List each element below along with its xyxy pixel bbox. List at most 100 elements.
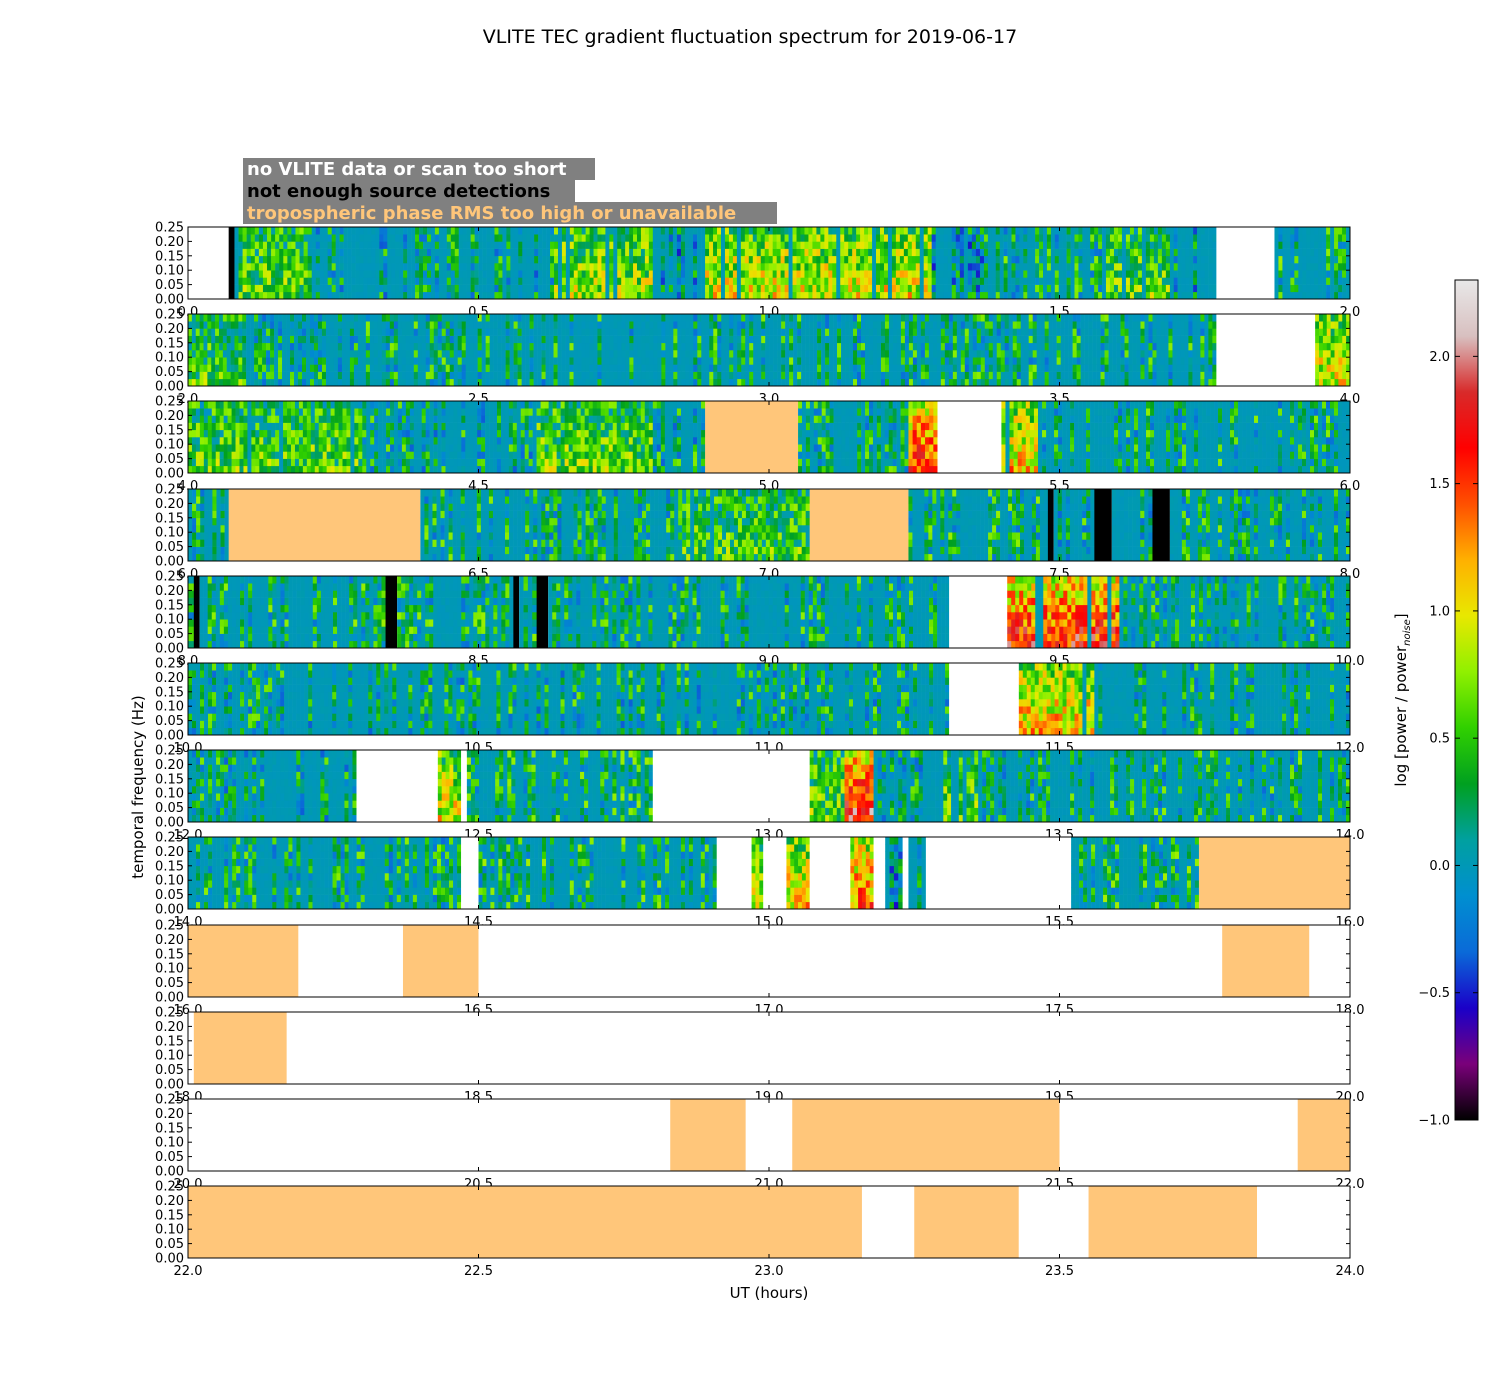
spectrum-cell bbox=[951, 263, 957, 271]
spectrum-cell bbox=[1040, 335, 1045, 344]
spectrum-cell bbox=[805, 314, 810, 322]
spectrum-cell bbox=[648, 248, 654, 257]
spectrum-cell bbox=[1173, 277, 1178, 285]
spectrum-cell bbox=[1044, 371, 1049, 380]
spectrum-cell bbox=[549, 378, 554, 387]
spectrum-cell bbox=[633, 378, 638, 387]
spectrum-cell bbox=[1015, 291, 1020, 300]
spectrum-cell bbox=[900, 364, 906, 372]
spectrum-cell bbox=[561, 270, 567, 278]
spectrum-cell bbox=[693, 350, 698, 358]
spectrum-cell bbox=[309, 364, 315, 372]
spectrum-cell bbox=[952, 364, 958, 372]
spectrum-cell bbox=[369, 350, 375, 358]
spectrum-cell bbox=[1185, 263, 1190, 271]
spectrum-cell bbox=[585, 284, 590, 293]
spectrum-cell bbox=[351, 234, 356, 242]
spectrum-cell bbox=[872, 227, 877, 235]
spectrum-cell bbox=[629, 321, 634, 329]
spectrum-cell bbox=[1074, 270, 1079, 278]
spectrum-cell bbox=[401, 350, 407, 358]
spectrum-cell bbox=[884, 378, 890, 387]
spectrum-cell bbox=[1004, 357, 1010, 365]
spectrum-cell bbox=[861, 378, 866, 387]
spectrum-cell bbox=[1193, 284, 1198, 293]
spectrum-cell bbox=[565, 227, 571, 235]
spectrum-cell bbox=[1185, 284, 1190, 293]
spectrum-cell bbox=[1074, 284, 1079, 293]
legend-entry-nodata: no VLITE data or scan too short bbox=[247, 159, 567, 180]
spectrum-cell bbox=[987, 227, 993, 235]
spectrum-cell bbox=[518, 277, 523, 285]
spectrum-cell bbox=[677, 342, 682, 351]
spectrum-cell bbox=[983, 234, 989, 242]
spectrum-cell bbox=[188, 378, 193, 387]
spectrum-cell bbox=[697, 263, 702, 271]
spectrum-cell bbox=[593, 291, 598, 300]
spectrum-cell bbox=[234, 342, 239, 351]
spectrum-cell bbox=[1064, 350, 1069, 358]
spectrum-cell bbox=[833, 350, 838, 358]
spectrum-cell bbox=[1058, 277, 1063, 285]
spectrum-cell bbox=[517, 328, 522, 336]
spectrum-cell bbox=[413, 321, 419, 329]
spectrum-cell bbox=[713, 364, 718, 372]
spectrum-cell bbox=[609, 364, 614, 372]
spectrum-cell bbox=[689, 270, 694, 278]
spectrum-cell bbox=[912, 350, 918, 358]
spectrum-cell bbox=[1088, 342, 1093, 351]
spectrum-cell bbox=[290, 335, 295, 344]
spectrum-cell bbox=[789, 350, 794, 358]
spectrum-cell bbox=[525, 321, 530, 329]
spectrum-cell bbox=[462, 234, 467, 242]
spectrum-cell bbox=[693, 241, 698, 249]
spectrum-cell bbox=[377, 350, 383, 358]
spectrum-cell bbox=[385, 314, 391, 322]
spectrum-cell bbox=[653, 314, 658, 322]
spectrum-cell bbox=[976, 371, 982, 380]
spectrum-cell bbox=[785, 378, 790, 387]
spectrum-cell bbox=[951, 241, 957, 249]
spectrum-cell bbox=[270, 335, 275, 344]
spectrum-cell bbox=[353, 321, 359, 329]
spectrum-cell bbox=[373, 342, 379, 351]
spectrum-cell bbox=[892, 378, 898, 387]
spectrum-cell bbox=[609, 321, 614, 329]
spectrum-cell bbox=[752, 234, 758, 242]
spectrum-cell bbox=[745, 335, 750, 344]
spectrum-cell bbox=[514, 227, 519, 235]
spectrum-cell bbox=[848, 255, 853, 264]
spectrum-cell bbox=[907, 277, 913, 285]
spectrum-cell bbox=[900, 350, 906, 358]
spectrum-cell bbox=[752, 255, 758, 264]
spectrum-cell bbox=[1274, 255, 1279, 264]
spectrum-cell bbox=[1007, 284, 1012, 293]
spectrum-cell bbox=[589, 248, 594, 257]
spectrum-cell bbox=[498, 263, 503, 271]
spectrum-cell bbox=[391, 234, 396, 242]
spectrum-cell bbox=[363, 227, 368, 235]
spectrum-cell bbox=[693, 357, 698, 365]
spectrum-cell bbox=[1058, 263, 1063, 271]
spectrum-cell bbox=[387, 255, 392, 264]
spectrum-cell bbox=[1070, 291, 1075, 300]
spectrum-cell bbox=[1181, 277, 1186, 285]
spectrum-cell bbox=[207, 321, 212, 329]
spectrum-cell bbox=[891, 248, 897, 257]
spectrum-cell bbox=[1121, 234, 1127, 242]
spectrum-cell bbox=[972, 314, 978, 322]
spectrum-cell bbox=[1185, 270, 1190, 278]
spectrum-cell bbox=[329, 371, 335, 380]
spectrum-cell bbox=[275, 234, 280, 242]
spectrum-cell bbox=[423, 284, 428, 293]
spectrum-cell bbox=[792, 263, 797, 271]
spectrum-cell bbox=[868, 371, 874, 380]
spectrum-cell bbox=[513, 335, 518, 344]
spectrum-cell bbox=[764, 277, 769, 285]
spectrum-cell bbox=[928, 357, 934, 365]
spectrum-cell bbox=[407, 291, 412, 300]
spectrum-cell bbox=[1117, 234, 1123, 242]
spectrum-cell bbox=[841, 371, 846, 380]
spectrum-cell bbox=[776, 263, 781, 271]
spectrum-cell bbox=[419, 277, 424, 285]
